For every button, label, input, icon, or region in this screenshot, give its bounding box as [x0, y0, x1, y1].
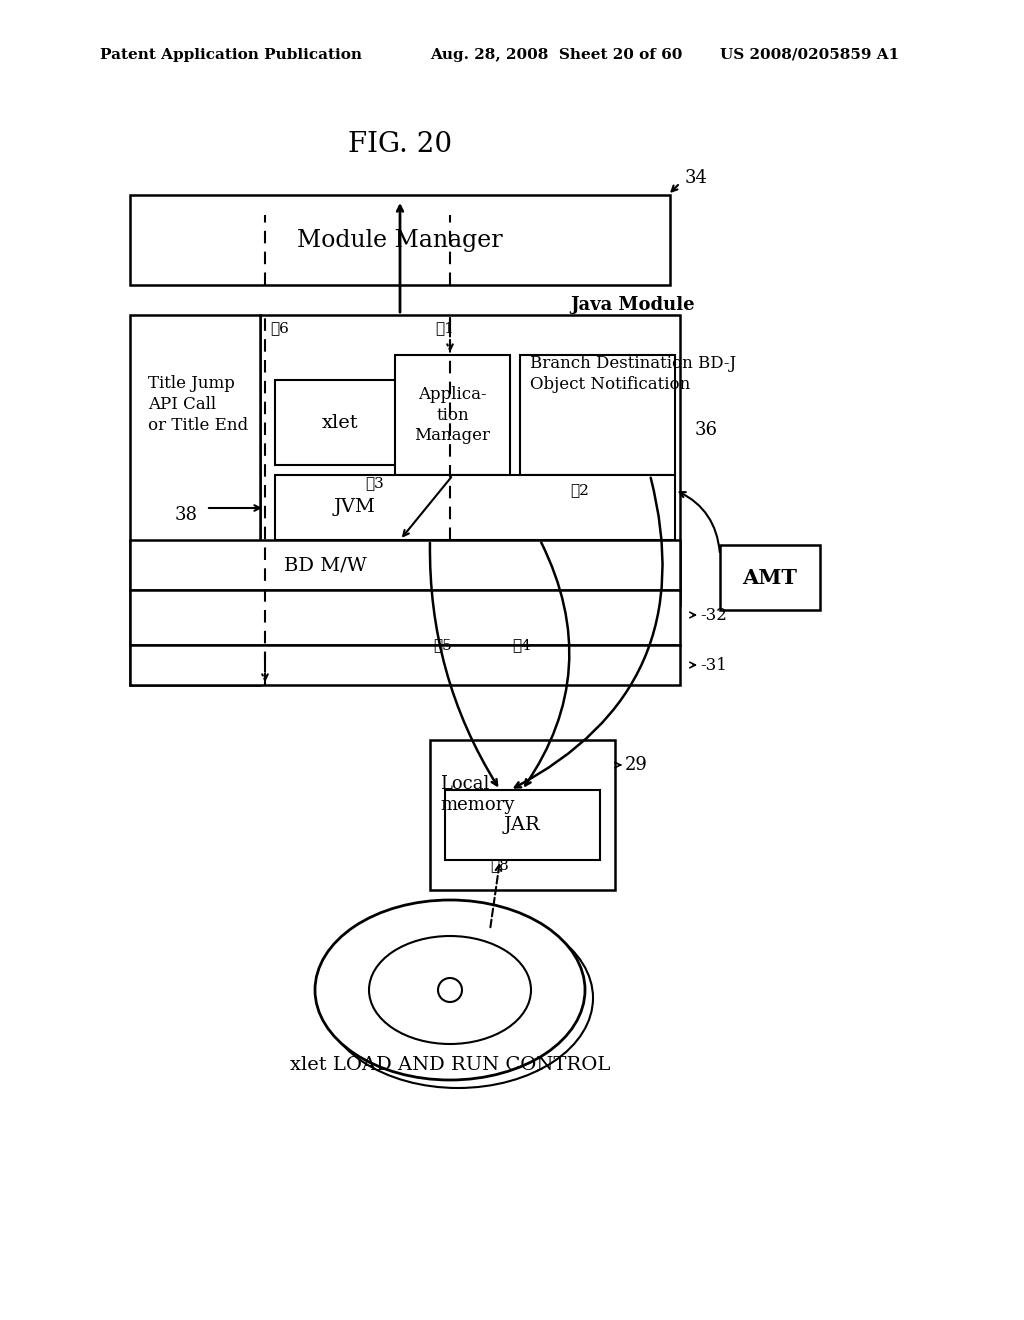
Text: BD M/W: BD M/W — [284, 556, 367, 574]
Ellipse shape — [369, 936, 531, 1044]
Text: ☆8: ☆8 — [490, 858, 509, 873]
Bar — [275, 380, 406, 465]
Text: Title Jump
API Call
or Title End: Title Jump API Call or Title End — [148, 375, 248, 434]
Bar — [130, 645, 680, 685]
Text: Branch Destination BD-J
Object Notification: Branch Destination BD-J Object Notificat… — [530, 355, 736, 393]
Text: Module Manager: Module Manager — [297, 228, 503, 252]
Text: xlet: xlet — [322, 413, 358, 432]
Text: Java Module: Java Module — [570, 296, 694, 314]
Text: 34: 34 — [685, 169, 708, 187]
Text: Applica-
tion
Manager: Applica- tion Manager — [415, 385, 490, 445]
Text: US 2008/0205859 A1: US 2008/0205859 A1 — [720, 48, 899, 62]
Bar — [130, 195, 670, 285]
Bar — [130, 540, 680, 590]
Bar — [445, 789, 600, 861]
Text: xlet LOAD AND RUN CONTROL: xlet LOAD AND RUN CONTROL — [290, 1056, 610, 1074]
Bar — [130, 315, 260, 685]
Bar — [130, 590, 680, 645]
Ellipse shape — [323, 908, 593, 1088]
Text: Local
memory: Local memory — [440, 775, 514, 814]
Text: 38: 38 — [175, 506, 198, 524]
Text: 36: 36 — [695, 421, 718, 440]
Text: JVM: JVM — [334, 499, 376, 516]
Text: ☆1: ☆1 — [435, 321, 454, 335]
Text: JAR: JAR — [504, 816, 541, 834]
Text: FIG. 20: FIG. 20 — [348, 132, 452, 158]
Bar — [720, 545, 820, 610]
Bar — [520, 355, 675, 475]
Bar — [260, 315, 680, 605]
Text: 29: 29 — [625, 756, 648, 774]
Bar — [395, 355, 510, 475]
Text: ☆2: ☆2 — [570, 483, 589, 498]
Text: -32: -32 — [700, 606, 727, 623]
Text: -31: -31 — [700, 656, 727, 673]
Bar — [275, 475, 675, 540]
Bar — [430, 741, 615, 890]
Text: ☆3: ☆3 — [365, 477, 384, 490]
Circle shape — [438, 978, 462, 1002]
Text: ☆4: ☆4 — [512, 638, 530, 652]
Text: ☆5: ☆5 — [433, 638, 452, 652]
Text: ☆6: ☆6 — [270, 321, 289, 335]
Text: AMT: AMT — [742, 568, 798, 587]
Text: Aug. 28, 2008  Sheet 20 of 60: Aug. 28, 2008 Sheet 20 of 60 — [430, 48, 682, 62]
Ellipse shape — [315, 900, 585, 1080]
Text: Patent Application Publication: Patent Application Publication — [100, 48, 362, 62]
